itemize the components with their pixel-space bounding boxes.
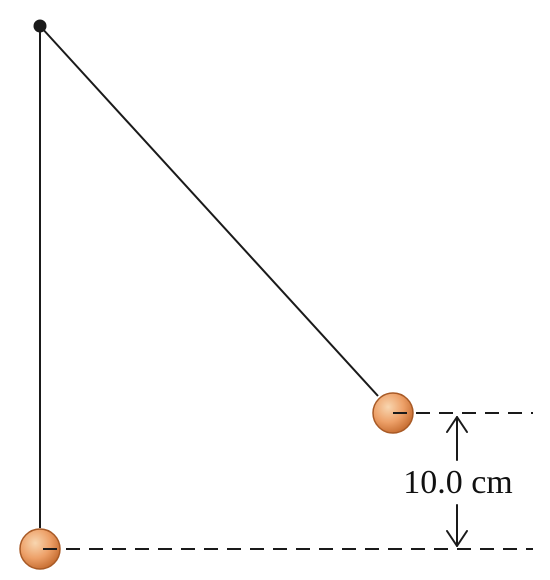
angled-string (39, 25, 379, 397)
upper-arrow-head (446, 416, 468, 433)
height-dimension-arrow (446, 416, 468, 547)
bob-at-rest (19, 528, 61, 570)
lower-arrow-head (446, 530, 468, 547)
pivot-point (33, 19, 47, 33)
dashed-reference-lines (43, 412, 533, 550)
height-label: 10.0 cm (403, 464, 513, 501)
